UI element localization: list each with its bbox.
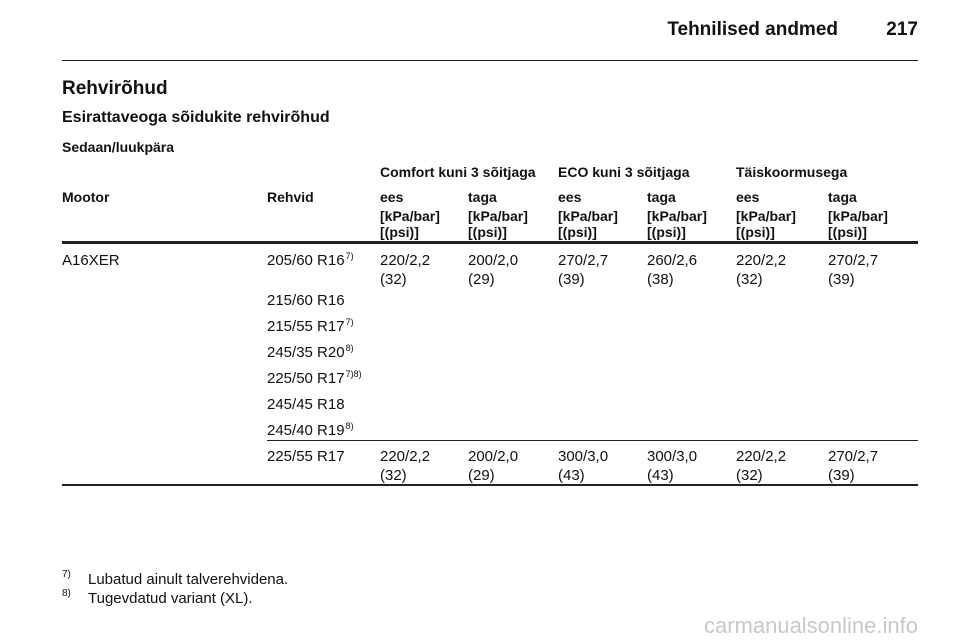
group-header: Täiskoormusega	[736, 164, 848, 180]
pressure-value: 220/2,2	[380, 252, 431, 269]
column-header: taga	[468, 189, 497, 205]
subsection-title: Esirattaveoga sõidukite rehvirõhud	[62, 109, 330, 126]
header-title: Tehnilised andmed	[667, 19, 838, 40]
table-caption: Sedaan/luukpära	[62, 139, 175, 155]
rule	[267, 440, 918, 441]
unit-label: [(psi)]	[468, 224, 507, 240]
group-header: Comfort kuni 3 sõitjaga	[380, 164, 536, 180]
pressure-value: 220/2,2	[736, 448, 787, 465]
unit-label: [(psi)]	[647, 224, 686, 240]
unit-label: [kPa/bar]	[647, 208, 707, 224]
column-header: ees	[558, 189, 582, 205]
tire-size: 225/55 R17	[267, 448, 345, 465]
note-mark: 7)	[345, 317, 354, 327]
pressure-value: (38)	[647, 271, 674, 288]
tire-size: 215/55 R177)	[267, 317, 354, 335]
unit-label: [(psi)]	[828, 224, 867, 240]
pressure-value: 220/2,2	[736, 252, 787, 269]
tire-size: 225/50 R177)8)	[267, 369, 362, 387]
pressure-value: 260/2,6	[647, 252, 698, 269]
pressure-value: (39)	[828, 271, 855, 288]
footnote-text: Tugevdatud variant (XL).	[88, 590, 253, 607]
unit-label: [(psi)]	[380, 224, 419, 240]
note-mark: 7)8)	[345, 369, 362, 379]
rule	[62, 60, 918, 61]
unit-label: [kPa/bar]	[468, 208, 528, 224]
note-mark: 8)	[345, 421, 354, 431]
pressure-value: (39)	[558, 271, 585, 288]
column-header: Mootor	[62, 189, 110, 205]
tire-size: 245/45 R18	[267, 396, 345, 413]
pressure-value: 300/3,0	[647, 448, 698, 465]
column-header: ees	[736, 189, 760, 205]
unit-label: [kPa/bar]	[380, 208, 440, 224]
footnote-text: Lubatud ainult talverehvidena.	[88, 571, 289, 588]
pressure-value: 270/2,7	[558, 252, 609, 269]
pressure-value: 270/2,7	[828, 252, 879, 269]
pressure-value: (32)	[380, 271, 407, 288]
unit-label: [kPa/bar]	[558, 208, 618, 224]
unit-label: [(psi)]	[558, 224, 597, 240]
rule	[62, 241, 918, 244]
watermark: carmanualsonline.info	[703, 613, 918, 638]
note-mark: 7)	[345, 251, 354, 261]
tire-size: 245/40 R198)	[267, 421, 354, 439]
footnote-mark: 7)	[62, 569, 71, 580]
pressure-value: 300/3,0	[558, 448, 609, 465]
unit-label: [kPa/bar]	[736, 208, 796, 224]
pressure-value: 200/2,0	[468, 252, 519, 269]
column-header: Rehvid	[267, 189, 314, 205]
note-mark: 8)	[345, 343, 354, 353]
rule	[62, 484, 918, 486]
pressure-value: (32)	[736, 271, 763, 288]
pressure-value: (43)	[647, 467, 674, 484]
pressure-value: (32)	[380, 467, 407, 484]
tire-size: 215/60 R16	[267, 292, 345, 309]
engine: A16XER	[62, 252, 120, 269]
tire-size: 205/60 R167)	[267, 251, 354, 269]
group-header: ECO kuni 3 sõitjaga	[558, 164, 690, 180]
pressure-value: (29)	[468, 271, 495, 288]
pressure-value: (43)	[558, 467, 585, 484]
column-header: ees	[380, 189, 404, 205]
page-number: 217	[886, 19, 918, 40]
pressure-value: 270/2,7	[828, 448, 879, 465]
unit-label: [kPa/bar]	[828, 208, 888, 224]
section-title: Rehvirõhud	[62, 78, 168, 99]
footnote-mark: 8)	[62, 588, 71, 599]
tire-size: 245/35 R208)	[267, 343, 354, 361]
pressure-value: 220/2,2	[380, 448, 431, 465]
pressure-value: (32)	[736, 467, 763, 484]
unit-label: [(psi)]	[736, 224, 775, 240]
column-header: taga	[828, 189, 857, 205]
pressure-value: 200/2,0	[468, 448, 519, 465]
pressure-value: (29)	[468, 467, 495, 484]
column-header: taga	[647, 189, 676, 205]
pressure-value: (39)	[828, 467, 855, 484]
